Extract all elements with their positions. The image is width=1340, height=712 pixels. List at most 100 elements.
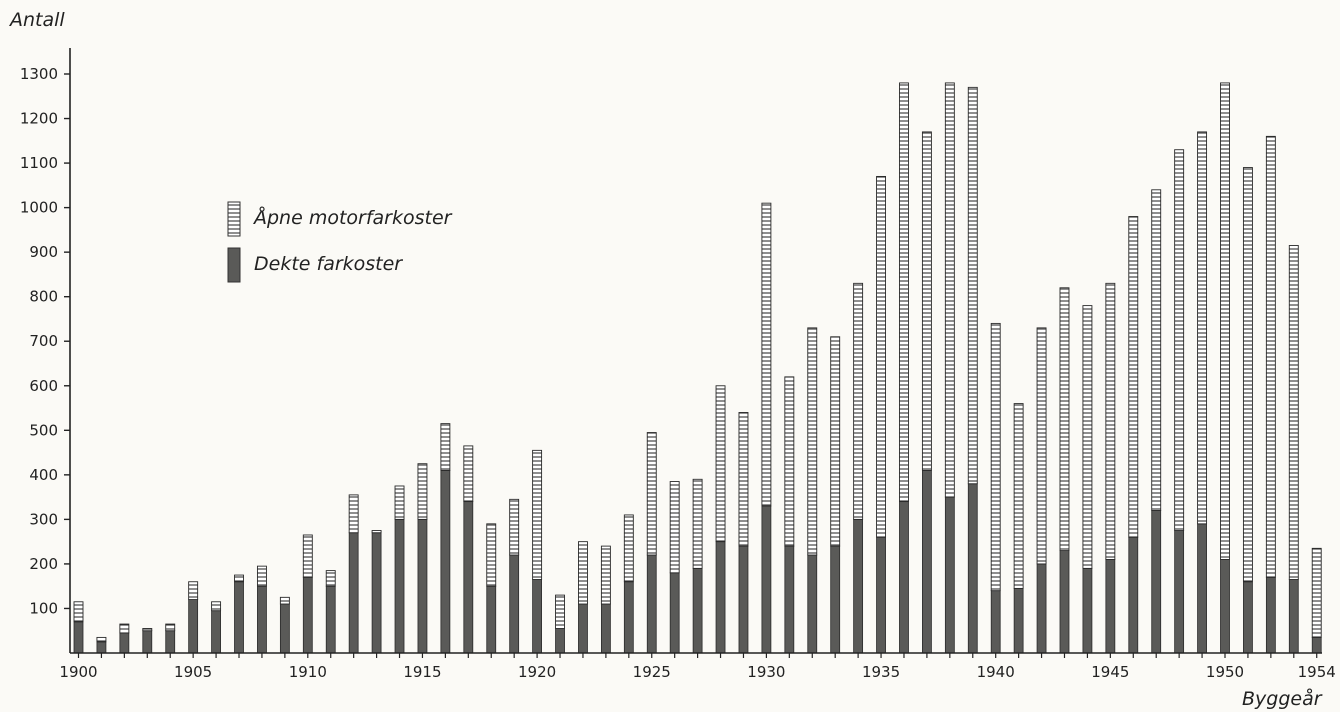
- bar-decked: [279, 603, 290, 654]
- bar-decked: [532, 579, 542, 654]
- bar-decked: [646, 554, 657, 654]
- y-tick-label: 300: [29, 510, 58, 528]
- x-tick-label: 1930: [747, 663, 785, 681]
- bar-open: [830, 336, 841, 547]
- y-tick-label: 900: [29, 243, 58, 261]
- bar-decked: [1243, 581, 1253, 654]
- bar-decked: [1059, 550, 1070, 654]
- legend-label-open: Åpne motorfarkoster: [252, 206, 453, 229]
- bar-open: [738, 412, 749, 547]
- bar-open: [486, 523, 497, 587]
- x-tick-label: 1950: [1206, 663, 1244, 681]
- bar-open: [555, 594, 565, 629]
- legend-label-decked: Dekte farkoster: [254, 253, 403, 275]
- bar-open: [853, 282, 864, 520]
- bar-decked: [761, 505, 772, 654]
- bar-open: [1082, 305, 1093, 569]
- bar-decked: [394, 518, 405, 654]
- bar-open: [967, 86, 978, 485]
- bar-decked: [165, 630, 176, 654]
- bar-decked: [990, 590, 1001, 654]
- bar-open: [463, 445, 474, 503]
- bar-decked: [234, 581, 244, 654]
- bar-open: [1174, 149, 1185, 531]
- bar-decked: [1197, 523, 1207, 654]
- bar-open: [990, 322, 1001, 592]
- bar-open: [348, 494, 359, 534]
- bar-open: [234, 574, 244, 583]
- bar-open: [1311, 547, 1322, 638]
- y-tick-label: 400: [29, 466, 58, 484]
- bar-decked: [73, 621, 84, 654]
- bar-decked: [944, 496, 955, 654]
- bar-decked: [922, 469, 932, 654]
- y-tick-label: 700: [29, 332, 58, 350]
- bar-open: [578, 541, 588, 605]
- y-tick-label: 1200: [20, 110, 58, 128]
- bar-decked: [807, 554, 818, 654]
- bar-open: [440, 423, 451, 471]
- bar-decked: [325, 585, 336, 654]
- legend-swatch-open: [227, 201, 241, 237]
- bar-open: [1197, 131, 1208, 525]
- bar-decked: [417, 518, 428, 654]
- bar-decked: [623, 581, 634, 654]
- bar-decked: [830, 545, 841, 654]
- bar-open: [256, 565, 267, 587]
- bar-decked: [257, 585, 267, 654]
- x-tick-label: 1925: [633, 663, 671, 681]
- x-tick-label: 1900: [59, 663, 97, 681]
- y-tick-label: 1300: [20, 65, 58, 83]
- bar-decked: [853, 518, 864, 654]
- x-tick-label: 1940: [977, 663, 1015, 681]
- bar-decked: [1036, 563, 1047, 654]
- bar-open: [784, 376, 795, 547]
- bar-open: [1288, 245, 1299, 580]
- bar-open: [279, 596, 290, 605]
- bar-open: [1059, 287, 1070, 552]
- bar-decked: [1151, 510, 1162, 654]
- bar-decked: [509, 554, 520, 654]
- bar-decked: [1311, 637, 1322, 654]
- bar-open: [692, 478, 703, 569]
- legend-swatch-decked: [227, 247, 241, 283]
- bar-open: [211, 601, 222, 612]
- bar-open: [532, 449, 543, 580]
- bar-decked: [371, 532, 382, 654]
- bar-decked: [899, 501, 909, 654]
- bar-decked: [738, 545, 749, 654]
- bar-decked: [463, 501, 474, 654]
- bar-open: [119, 623, 130, 634]
- y-tick-label: 500: [29, 421, 58, 439]
- x-tick-label: 1945: [1091, 663, 1129, 681]
- bar-decked: [119, 632, 130, 654]
- x-tick-label: 1915: [403, 663, 441, 681]
- bar-open: [669, 481, 680, 574]
- bar-decked: [440, 469, 451, 654]
- y-tick-label: 1100: [20, 154, 58, 172]
- bar-open: [302, 534, 313, 578]
- y-tick-label: 800: [29, 288, 58, 306]
- bar-open: [96, 636, 107, 643]
- bar-decked: [669, 572, 680, 654]
- y-tick-label: 200: [29, 555, 58, 573]
- bar-decked: [715, 541, 726, 654]
- bar-decked: [1174, 530, 1185, 654]
- bar-decked: [600, 603, 611, 654]
- bar-open: [142, 628, 153, 632]
- x-tick-label: 1954: [1298, 663, 1336, 681]
- bar-open: [1265, 135, 1276, 578]
- bar-decked: [578, 603, 588, 654]
- bar-open: [1151, 189, 1162, 511]
- bar-decked: [1128, 536, 1139, 654]
- bar-decked: [784, 545, 795, 654]
- bar-group: [73, 82, 1322, 654]
- bar-open: [623, 514, 634, 583]
- bar-decked: [967, 483, 978, 654]
- bar-open: [1128, 216, 1139, 538]
- bar-open: [394, 485, 405, 520]
- bar-decked: [1220, 559, 1230, 654]
- bar-decked: [692, 567, 703, 654]
- bar-open: [1013, 403, 1024, 589]
- legend: Åpne motorfarkoster Dekte farkoster: [227, 201, 453, 283]
